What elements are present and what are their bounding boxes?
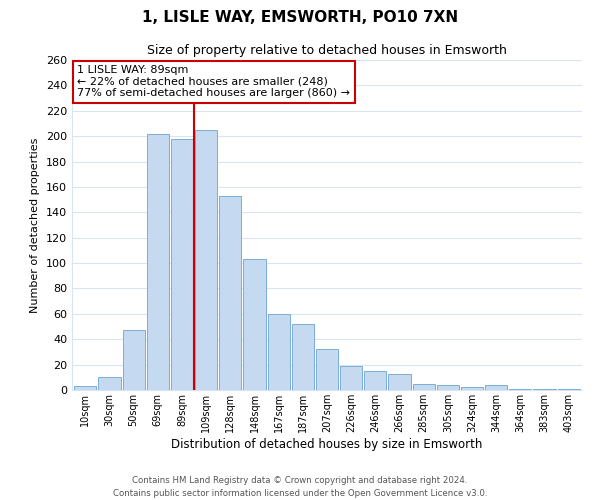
Bar — [268, 314, 290, 390]
Bar — [292, 324, 314, 390]
Bar — [557, 388, 580, 390]
Bar — [388, 374, 410, 390]
Bar — [122, 330, 145, 390]
Text: 1, LISLE WAY, EMSWORTH, PO10 7XN: 1, LISLE WAY, EMSWORTH, PO10 7XN — [142, 10, 458, 25]
Title: Size of property relative to detached houses in Emsworth: Size of property relative to detached ho… — [147, 44, 507, 58]
Bar — [195, 130, 217, 390]
Bar — [74, 386, 97, 390]
Bar — [98, 378, 121, 390]
Bar — [413, 384, 435, 390]
Y-axis label: Number of detached properties: Number of detached properties — [31, 138, 40, 312]
Bar — [244, 260, 266, 390]
Bar — [485, 385, 508, 390]
X-axis label: Distribution of detached houses by size in Emsworth: Distribution of detached houses by size … — [172, 438, 482, 450]
Text: 1 LISLE WAY: 89sqm
← 22% of detached houses are smaller (248)
77% of semi-detach: 1 LISLE WAY: 89sqm ← 22% of detached hou… — [77, 65, 350, 98]
Bar — [340, 366, 362, 390]
Text: Contains HM Land Registry data © Crown copyright and database right 2024.
Contai: Contains HM Land Registry data © Crown c… — [113, 476, 487, 498]
Bar — [316, 350, 338, 390]
Bar — [219, 196, 241, 390]
Bar — [171, 138, 193, 390]
Bar — [364, 371, 386, 390]
Bar — [533, 388, 556, 390]
Bar — [461, 388, 483, 390]
Bar — [509, 388, 532, 390]
Bar — [146, 134, 169, 390]
Bar — [437, 385, 459, 390]
